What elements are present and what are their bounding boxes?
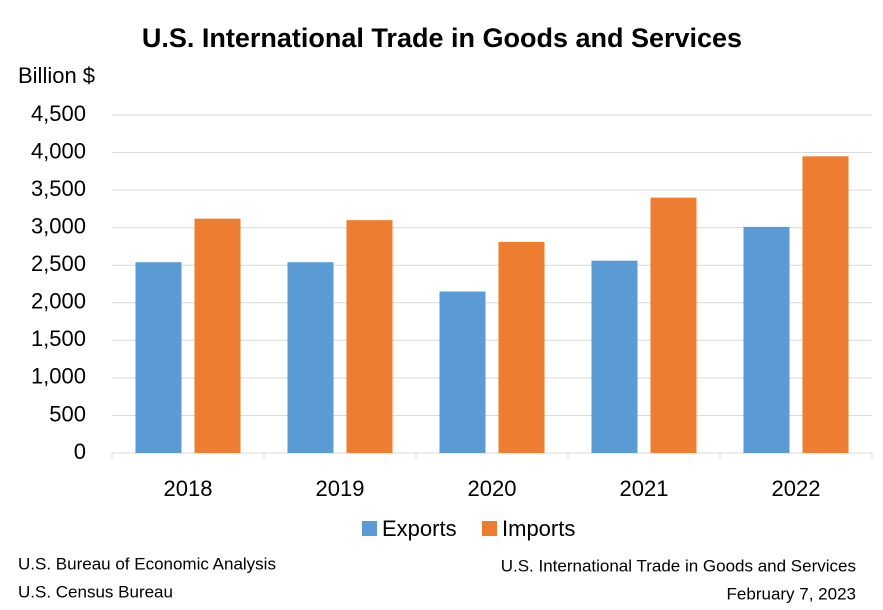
y-tick-label: 1,000 (31, 364, 86, 389)
bar (743, 226, 790, 453)
legend-label: Exports (382, 516, 457, 541)
bar (802, 156, 849, 454)
y-tick-label: 3,500 (31, 176, 86, 201)
bar (194, 218, 241, 453)
source: U.S. Bureau of Economic Analysis (18, 554, 276, 573)
y-tick-label: 0 (74, 439, 86, 464)
bar (346, 220, 393, 453)
legend-label: Imports (502, 516, 575, 541)
source: U.S. Census Bureau (18, 582, 173, 601)
legend-swatch (482, 521, 497, 536)
bar (439, 291, 486, 453)
bar (287, 262, 334, 453)
y-tick-label: 1,500 (31, 326, 86, 351)
bar (498, 241, 545, 453)
legend-swatch (362, 521, 377, 536)
bar (591, 260, 638, 453)
x-tick-label: 2020 (468, 476, 517, 501)
y-axis-label: Billion $ (18, 63, 95, 88)
release-title: U.S. International Trade in Goods and Se… (501, 556, 856, 575)
y-tick-label: 4,000 (31, 138, 86, 163)
x-tick-label: 2018 (164, 476, 213, 501)
x-tick-label: 2022 (772, 476, 821, 501)
bar (135, 262, 182, 453)
y-tick-label: 2,500 (31, 251, 86, 276)
y-tick-label: 500 (49, 401, 86, 426)
chart-title: U.S. International Trade in Goods and Se… (142, 23, 742, 53)
x-tick-label: 2021 (620, 476, 669, 501)
release-date: February 7, 2023 (727, 584, 856, 603)
bar (650, 197, 697, 453)
y-tick-label: 4,500 (31, 101, 86, 126)
y-tick-label: 2,000 (31, 289, 86, 314)
y-tick-label: 3,000 (31, 213, 86, 238)
x-tick-label: 2019 (316, 476, 365, 501)
